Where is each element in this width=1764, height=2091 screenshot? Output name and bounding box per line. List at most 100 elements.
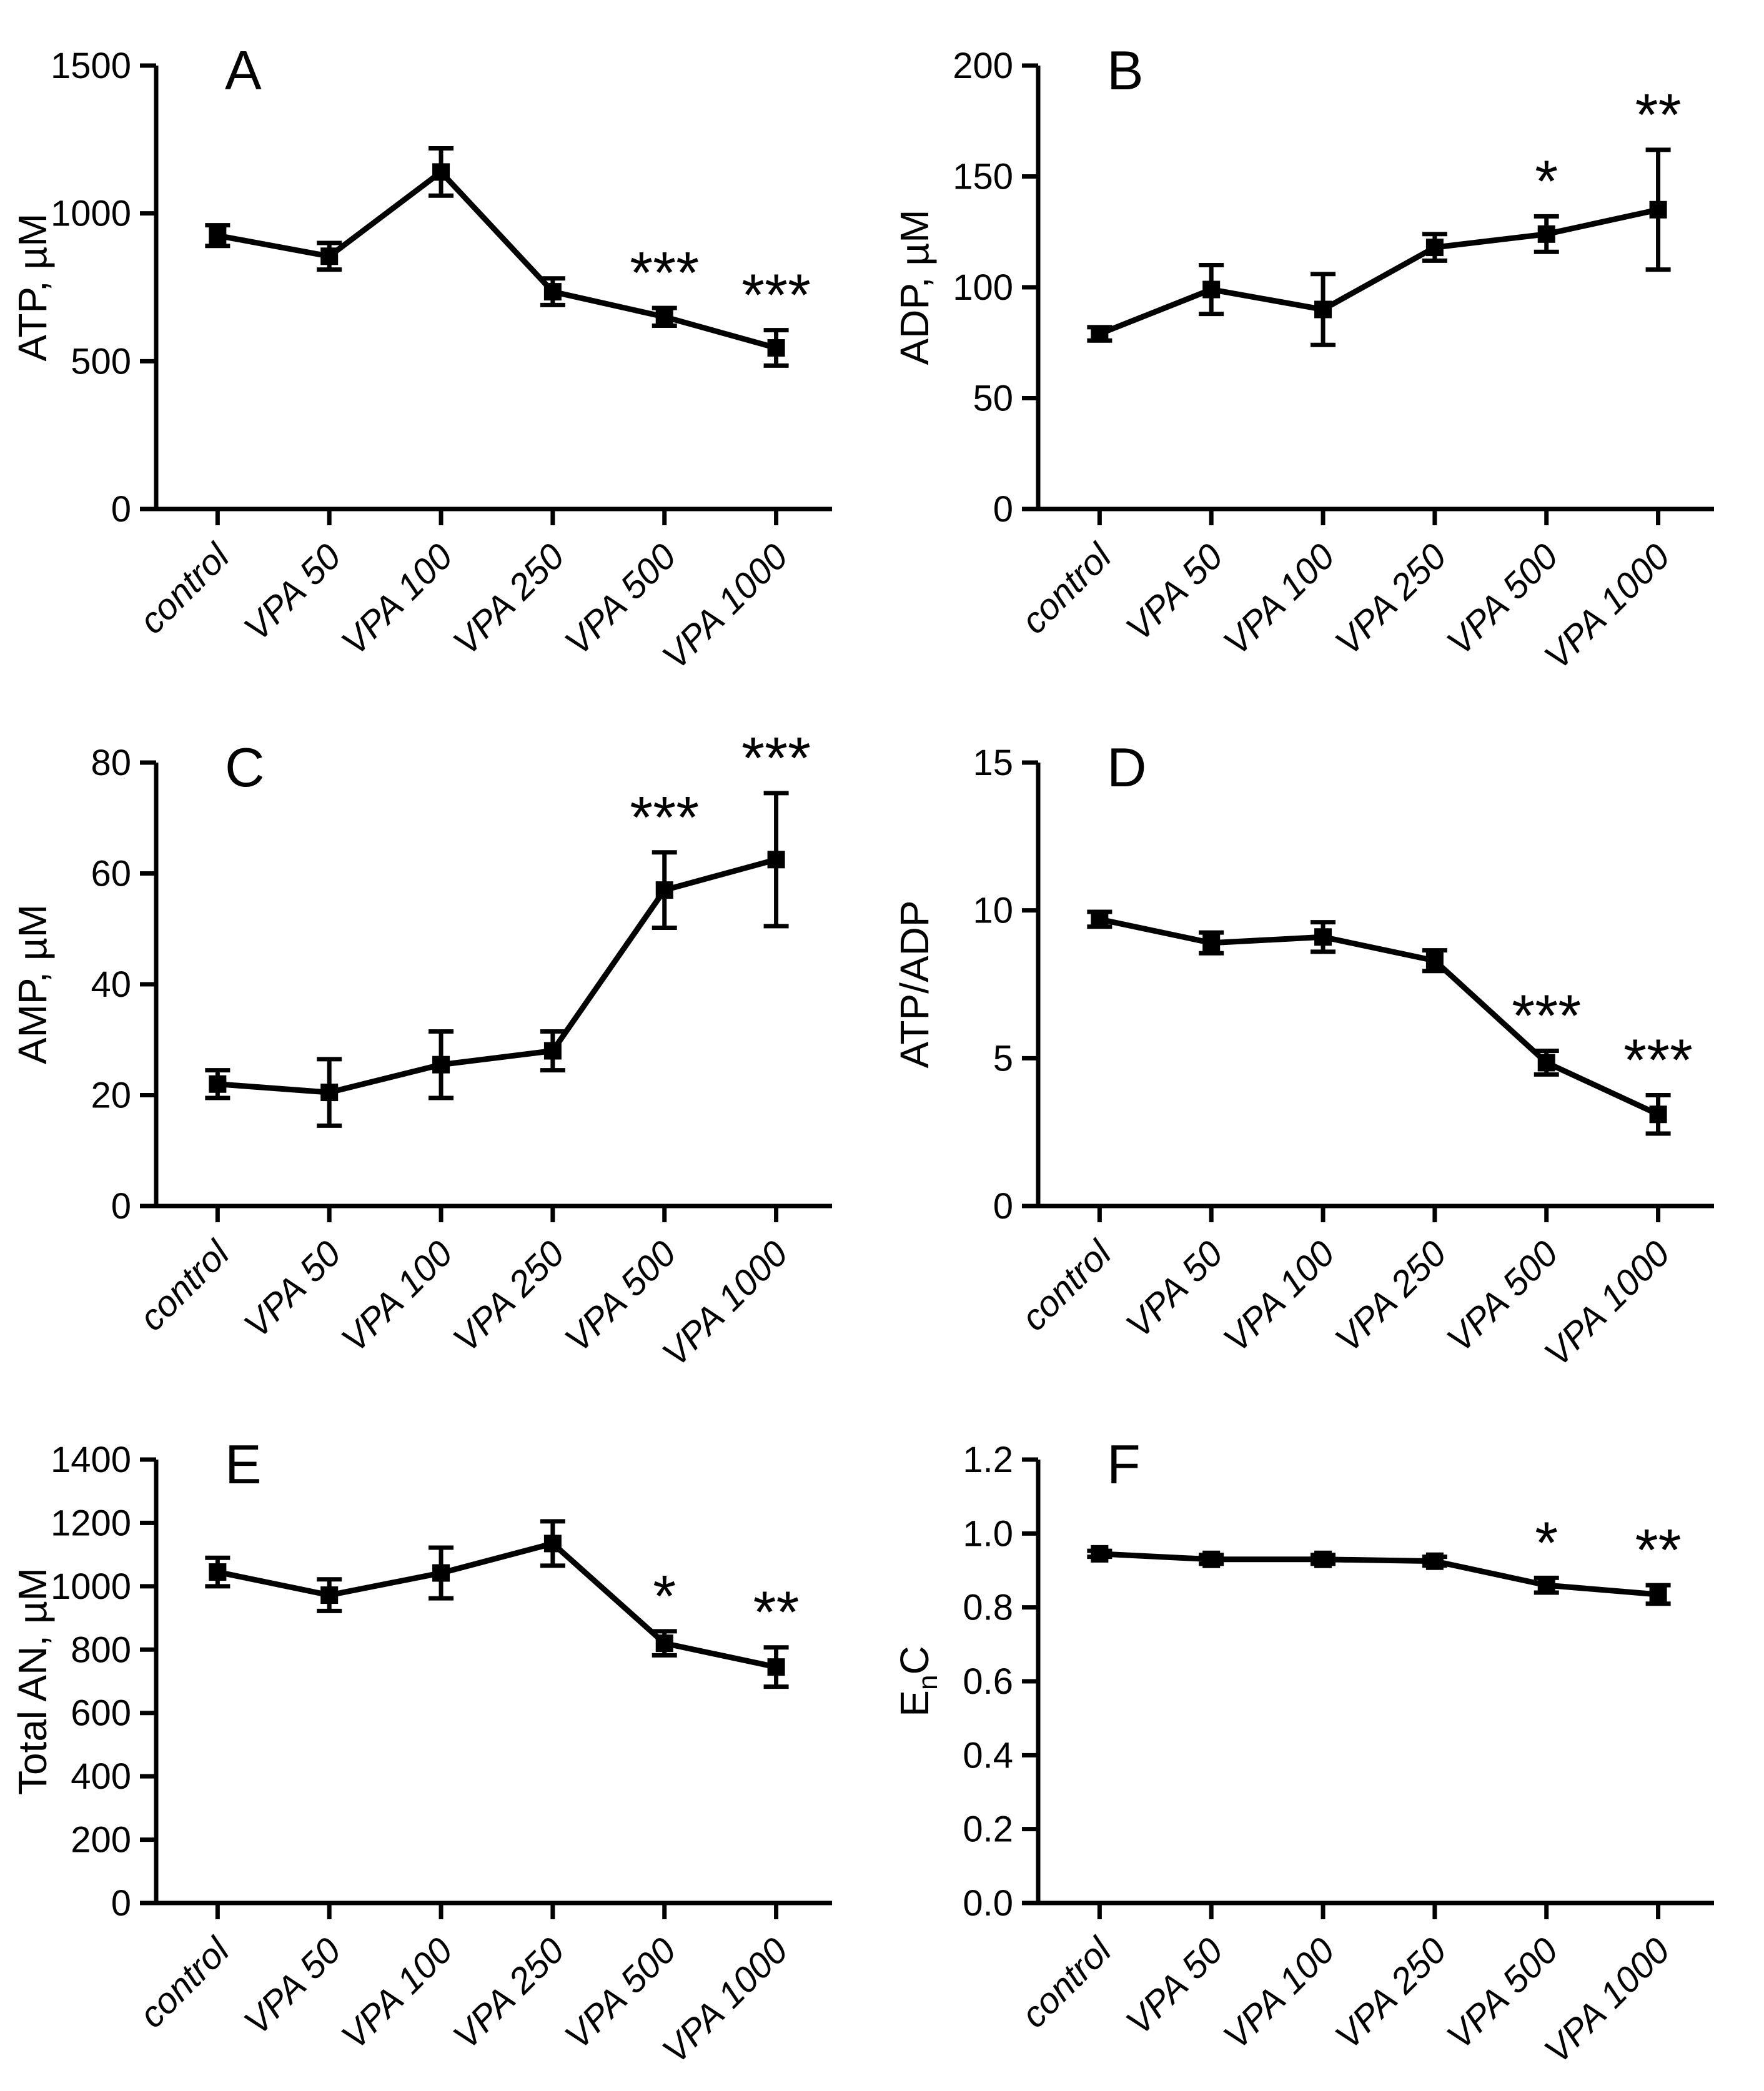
- data-point-marker: [432, 163, 450, 181]
- error-bars: [205, 146, 789, 368]
- panel-letter: E: [225, 1433, 262, 1495]
- y-tick-label: 1200: [51, 1503, 131, 1543]
- y-tick-label: 0.0: [963, 1883, 1013, 1924]
- data-point-marker: [1314, 1550, 1332, 1568]
- data-points: [1091, 910, 1667, 1124]
- data-line: [1099, 1551, 1658, 1598]
- y-tick-label: 15: [973, 743, 1013, 783]
- panel-a-figure: 0 500 1000 1500 control VPA 50 VPA 100 VPA 250 V…: [0, 0, 882, 697]
- data-point-marker: [209, 227, 227, 245]
- significance-marker: *: [653, 1563, 676, 1629]
- data-point-marker: [1537, 1576, 1555, 1594]
- panel-d-figure: 0 5 10 15 control VPA 50 VPA 100 VPA 250 VPA 500…: [882, 697, 1764, 1394]
- significance-marker: ***: [1623, 1027, 1693, 1094]
- data-point-marker: [1537, 225, 1555, 243]
- data-point-marker: [1425, 952, 1444, 970]
- data-point-marker: [543, 1042, 562, 1060]
- data-points: [1091, 1545, 1667, 1603]
- y-tick-label: 20: [91, 1075, 131, 1116]
- x-tick-label: VPA 50: [1118, 1233, 1231, 1345]
- panel-c-figure: 0 20 40 60 80 control VPA 50 VPA 100 VPA 250 VPA …: [0, 697, 882, 1394]
- error-bars: [205, 791, 789, 1128]
- y-tick-label: 200: [71, 1820, 131, 1861]
- data-point-marker: [320, 1084, 339, 1102]
- y-tick-label: 1500: [51, 46, 131, 86]
- y-axis-title: AMP, µM: [10, 904, 55, 1064]
- data-point-marker: [655, 1634, 673, 1653]
- data-point-marker: [1091, 325, 1109, 343]
- x-tick-label: VPA 50: [1118, 1930, 1231, 2042]
- panel-letter: F: [1107, 1433, 1141, 1495]
- y-tick-label: 0: [993, 489, 1013, 530]
- data-points: [209, 163, 785, 357]
- y-tick-label: 80: [91, 743, 131, 783]
- x-tick-label: VPA 250: [1327, 1233, 1454, 1360]
- y-tick-label: 40: [91, 964, 131, 1005]
- x-tick-label: VPA 50: [236, 536, 349, 648]
- y-axis-title: Total AN, µM: [10, 1568, 55, 1795]
- data-points: [209, 1535, 785, 1676]
- x-tick-label: VPA 250: [1327, 536, 1454, 663]
- y-axis-title: ATP, µM: [10, 213, 55, 361]
- data-point-marker: [320, 247, 339, 265]
- data-point-marker: [543, 1535, 562, 1553]
- data-point-marker: [1314, 928, 1332, 946]
- y-tick-label: 5: [993, 1038, 1013, 1079]
- data-point-marker: [767, 851, 785, 869]
- x-tick-label: control: [131, 1929, 238, 2036]
- y-tick-label: 600: [71, 1693, 131, 1734]
- y-tick-label: 1.0: [963, 1513, 1013, 1554]
- data-point-marker: [1649, 200, 1667, 219]
- x-tick-label: VPA 50: [236, 1930, 349, 2042]
- y-axis-title: ATP/ADP: [892, 900, 937, 1068]
- panel-letter: B: [1107, 39, 1144, 101]
- data-point-marker: [767, 339, 785, 357]
- panel-letter: D: [1107, 736, 1147, 798]
- x-tick-label: VPA 100: [334, 1930, 460, 2057]
- x-tick-label: VPA 50: [236, 1233, 349, 1345]
- significance-marker: ***: [741, 725, 811, 791]
- significance-marker: **: [1635, 82, 1682, 148]
- data-point-marker: [432, 1564, 450, 1582]
- y-tick-label: 0: [993, 1186, 1013, 1227]
- significance-marker: *: [1535, 1510, 1558, 1576]
- y-tick-label: 1000: [51, 1566, 131, 1607]
- data-point-marker: [1425, 1552, 1444, 1570]
- panel-f-figure: 0.0 0.2 0.4 0.6 0.8 1.0 1.2 control VPA 50 VPA 10…: [882, 1394, 1764, 2091]
- data-point-marker: [1425, 239, 1444, 257]
- y-tick-label: 0.6: [963, 1661, 1013, 1702]
- x-tick-label: VPA 100: [334, 1233, 460, 1360]
- x-tick-label: VPA 100: [1216, 536, 1342, 663]
- x-tick-label: control: [131, 535, 238, 642]
- data-line: [217, 1540, 777, 1670]
- y-tick-label: 100: [953, 267, 1013, 308]
- x-tick-label: control: [1013, 535, 1120, 642]
- error-bars: [1087, 909, 1671, 1136]
- data-point-marker: [1202, 280, 1221, 299]
- x-tick-label: VPA 100: [1216, 1930, 1342, 2057]
- data-point-marker: [209, 1563, 227, 1581]
- x-tick-label: VPA 100: [334, 536, 460, 663]
- data-point-marker: [1202, 1550, 1221, 1568]
- data-point-marker: [1091, 1545, 1109, 1563]
- data-point-marker: [1649, 1585, 1667, 1603]
- y-tick-label: 10: [973, 891, 1013, 931]
- data-point-marker: [432, 1055, 450, 1074]
- data-line: [217, 856, 777, 1095]
- y-tick-label: 200: [953, 46, 1013, 86]
- x-tick-label: VPA 50: [1118, 536, 1231, 648]
- panel-letter: A: [225, 39, 262, 101]
- y-tick-label: 0: [111, 1186, 131, 1227]
- y-tick-label: 0: [111, 1883, 131, 1924]
- y-tick-label: 150: [953, 157, 1013, 197]
- significance-marker: ***: [741, 262, 811, 329]
- x-tick-label: VPA 100: [1216, 1233, 1342, 1360]
- x-tick-label: VPA 250: [445, 536, 572, 663]
- data-point-marker: [655, 308, 673, 326]
- significance-marker: **: [753, 1579, 800, 1646]
